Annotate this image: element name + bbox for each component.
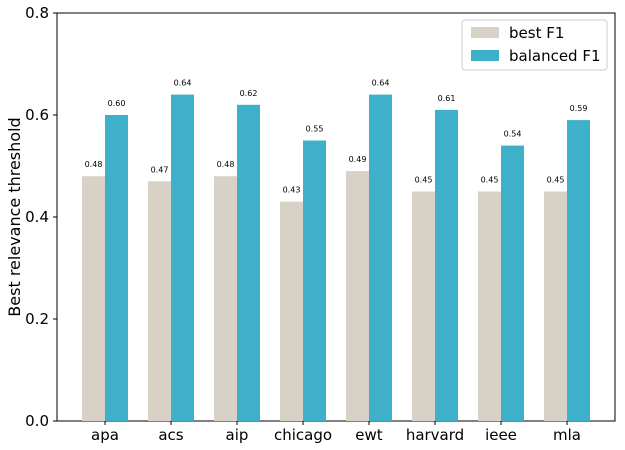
y-tick-label-0: 0.0: [25, 412, 49, 430]
data-label-best-f1-acs: 0.47: [151, 165, 169, 174]
y-tick-label-4: 0.8: [25, 4, 49, 22]
bar-balanced-f1-ieee: [501, 145, 524, 421]
x-axis: apa acs aip chicago ewt harvard ieee mla: [91, 421, 581, 444]
data-label-balanced-f1-aip: 0.62: [240, 89, 258, 98]
y-tick-label-2: 0.4: [25, 208, 49, 226]
bar-best-f1-harvard: [412, 191, 435, 421]
data-label-best-f1-aip: 0.48: [217, 160, 235, 169]
bar-balanced-f1-aip: [237, 104, 260, 422]
y-axis-title: Best relevance threshold: [5, 117, 24, 316]
bars-group: 0.48 0.60 0.47 0.64 0.48 0.62 0.43 0.55 0.49 0.64…: [82, 79, 590, 422]
x-tick-label-ieee: ieee: [485, 426, 517, 444]
bar-best-f1-chicago: [280, 201, 303, 421]
legend-label-balanced-f1: balanced F1: [509, 47, 601, 65]
y-tick-label-1: 0.2: [25, 310, 49, 328]
data-label-best-f1-ieee: 0.45: [481, 176, 499, 185]
data-label-balanced-f1-chicago: 0.55: [306, 125, 324, 134]
bar-balanced-f1-chicago: [303, 140, 326, 421]
data-label-best-f1-apa: 0.48: [85, 160, 103, 169]
x-tick-label-mla: mla: [553, 426, 581, 444]
data-label-best-f1-ewt: 0.49: [349, 155, 367, 164]
data-label-balanced-f1-harvard: 0.61: [438, 94, 456, 103]
bar-balanced-f1-mla: [567, 120, 590, 421]
bar-best-f1-apa: [82, 176, 105, 421]
plot-frame: [56, 12, 616, 422]
y-tick-label-3: 0.6: [25, 106, 49, 124]
bar-best-f1-mla: [544, 191, 567, 421]
bar-best-f1-ieee: [478, 191, 501, 421]
bar-best-f1-ewt: [346, 171, 369, 421]
bar-balanced-f1-ewt: [369, 94, 392, 421]
data-label-balanced-f1-ieee: 0.54: [504, 130, 522, 139]
x-tick-label-chicago: chicago: [274, 426, 332, 444]
data-label-best-f1-harvard: 0.45: [415, 176, 433, 185]
bar-balanced-f1-harvard: [435, 109, 458, 422]
legend-swatch-balanced-f1: [471, 50, 499, 61]
x-tick-label-acs: acs: [158, 426, 183, 444]
data-label-best-f1-chicago: 0.43: [283, 186, 301, 195]
bar-best-f1-acs: [148, 181, 171, 421]
bar-best-f1-aip: [214, 176, 237, 421]
data-label-best-f1-mla: 0.45: [547, 176, 565, 185]
legend-swatch-best-f1: [471, 27, 499, 38]
bar-balanced-f1-apa: [105, 115, 128, 421]
x-tick-label-apa: apa: [91, 426, 119, 444]
x-tick-label-ewt: ewt: [355, 426, 382, 444]
data-label-balanced-f1-ewt: 0.64: [372, 79, 390, 88]
x-tick-label-aip: aip: [226, 426, 249, 444]
data-label-balanced-f1-apa: 0.60: [108, 99, 126, 108]
data-label-balanced-f1-mla: 0.59: [570, 104, 588, 113]
data-label-balanced-f1-acs: 0.64: [174, 79, 192, 88]
bar-balanced-f1-acs: [171, 94, 194, 421]
x-tick-label-harvard: harvard: [406, 426, 464, 444]
y-axis: 0.0 0.2 0.4 0.6 0.8: [25, 4, 57, 430]
legend: best F1 balanced F1: [461, 19, 608, 71]
legend-label-best-f1: best F1: [509, 24, 564, 42]
